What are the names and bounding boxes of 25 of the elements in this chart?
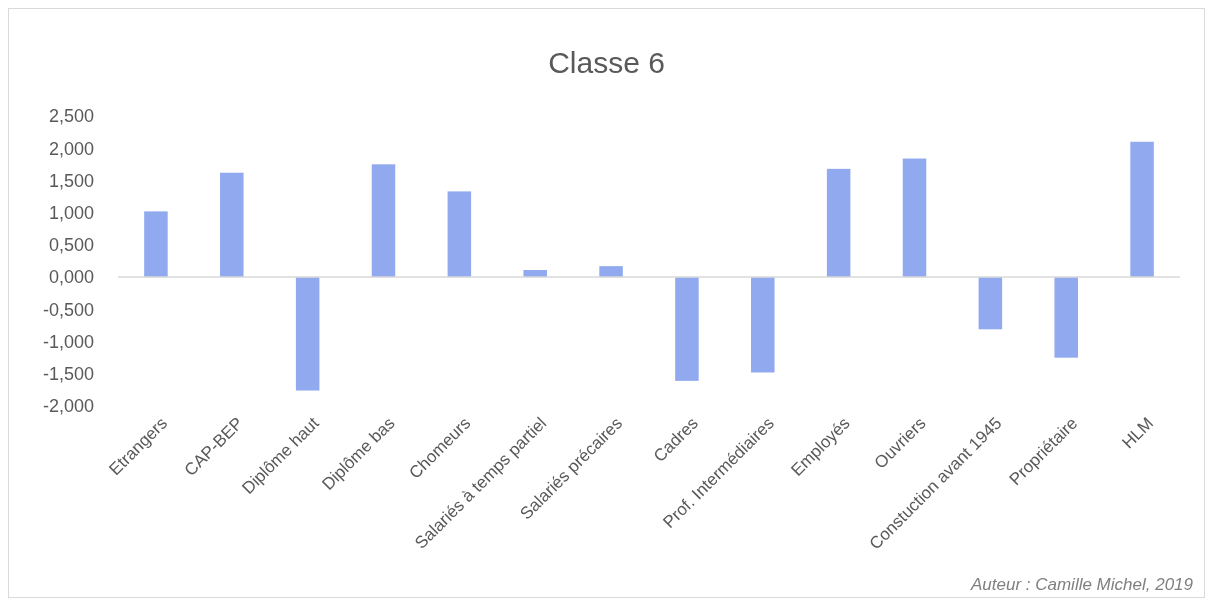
y-tick-label: 0,000 (48, 267, 94, 288)
bar (371, 164, 396, 278)
bar (978, 277, 1003, 330)
bar (1054, 277, 1078, 358)
y-tick-label: -0,500 (42, 299, 94, 320)
y-tick-label: 1,000 (48, 202, 94, 223)
bar (751, 277, 775, 373)
bar (295, 277, 320, 391)
chart-title: Classe 6 (548, 46, 665, 79)
bar (447, 191, 472, 278)
bar (144, 211, 168, 278)
y-tick-label: 2,500 (48, 106, 94, 127)
y-tick-label: 2,000 (48, 138, 94, 159)
y-tick-label: -1,500 (42, 364, 94, 385)
bar (1130, 141, 1154, 278)
y-tick-label: 1,500 (48, 170, 94, 191)
bar (675, 277, 699, 381)
bar (902, 158, 927, 278)
y-tick-label: -2,000 (42, 396, 94, 417)
bar (220, 172, 244, 278)
bar (826, 168, 851, 278)
bar (599, 266, 623, 278)
text: Auteur : Camille Michel, 2019 (969, 575, 1194, 594)
y-tick-label: -1,000 (42, 331, 94, 352)
y-tick-label: 0,500 (48, 235, 94, 256)
